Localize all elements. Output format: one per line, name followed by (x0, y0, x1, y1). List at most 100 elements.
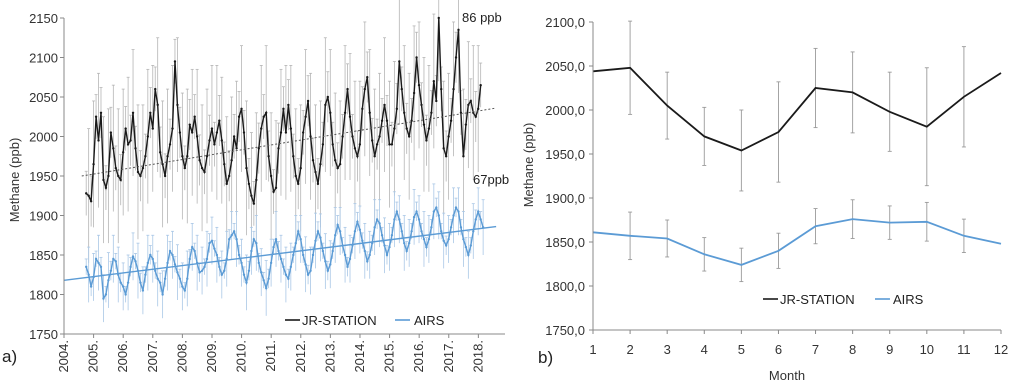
a-point-airs (171, 253, 174, 257)
a-point-jr-station (415, 56, 418, 59)
a-point-airs (383, 244, 386, 247)
a-point-airs (464, 245, 468, 249)
a-trendline-airs (63, 225, 497, 281)
b-y-tick-label: 2050,0 (545, 59, 585, 74)
a-point-jr-station (299, 166, 302, 170)
a-point-airs (385, 253, 389, 257)
a-trendlines (63, 107, 497, 281)
a-point-airs (84, 265, 88, 269)
a-point-jr-station (198, 159, 201, 162)
a-point-jr-station (435, 99, 438, 103)
a-point-jr-station (99, 111, 103, 115)
a-point-jr-station (412, 91, 416, 95)
a-point-jr-station (158, 151, 162, 154)
a-point-airs (134, 260, 137, 263)
a-point-airs (154, 269, 157, 272)
a-point-jr-station (232, 135, 236, 138)
a-x-tick-label: 2013. (322, 340, 337, 373)
a-point-airs (459, 226, 463, 229)
a-point-airs (97, 261, 100, 265)
a-point-airs (232, 230, 236, 233)
a-point-airs (240, 261, 243, 265)
a-point-airs (417, 218, 421, 221)
a-point-airs (289, 265, 293, 269)
a-point-airs (375, 218, 379, 221)
b-y-tick-label: 1850,0 (545, 235, 585, 250)
a-point-jr-station (390, 143, 394, 146)
a-point-airs (102, 297, 105, 300)
a-y-axis-label: Methane (ppb) (7, 138, 22, 223)
a-point-jr-station (250, 194, 253, 197)
b-x-tick-label: 6 (775, 342, 782, 357)
b-series-layer (592, 66, 1002, 266)
a-y-tick-label: 2000 (29, 130, 58, 145)
a-point-jr-station (469, 99, 473, 103)
a-point-airs (444, 244, 448, 247)
a-axes: 1750 1800 1850 1900 1950 2000 2050 2100 2150 2004… (29, 11, 505, 373)
a-point-jr-station (316, 182, 320, 186)
a-point-airs (415, 210, 418, 213)
b-x-tick-label: 3 (664, 342, 671, 357)
a-point-airs (114, 260, 117, 263)
a-point-jr-station (432, 80, 436, 83)
a-point-airs (107, 279, 110, 282)
a-point-jr-station (422, 123, 426, 126)
a-point-jr-station (430, 111, 433, 115)
a-point-airs (361, 239, 364, 242)
a-point-jr-station (326, 95, 330, 99)
a-point-airs (223, 269, 226, 272)
a-point-jr-station (218, 119, 221, 122)
a-point-jr-station (260, 127, 263, 130)
a-point-airs (393, 218, 396, 221)
a-panel-label: a) (2, 347, 17, 366)
a-point-jr-station (235, 147, 238, 150)
a-point-airs (262, 279, 265, 282)
a-x-tick-label: 2007. (145, 340, 160, 373)
a-point-jr-station (97, 139, 100, 142)
a-point-jr-station (366, 76, 369, 79)
a-point-jr-station (154, 87, 157, 91)
a-point-airs (467, 253, 470, 257)
b-x-tick-label: 10 (920, 342, 934, 357)
a-point-airs (156, 277, 159, 280)
a-point-airs (94, 257, 98, 261)
a-point-jr-station (161, 162, 164, 166)
a-point-airs (282, 265, 285, 269)
a-point-airs (326, 269, 330, 272)
a-point-airs (442, 239, 445, 242)
a-point-airs (420, 230, 423, 233)
a-point-jr-station (205, 155, 209, 158)
a-point-jr-station (151, 127, 154, 130)
a-point-airs (163, 277, 167, 280)
a-point-airs (432, 210, 436, 213)
a-point-jr-station (247, 182, 251, 186)
a-point-jr-station (220, 139, 223, 142)
a-point-airs (213, 247, 216, 250)
a-point-airs (410, 230, 413, 233)
a-point-airs (242, 273, 246, 276)
a-point-airs (181, 285, 184, 288)
a-point-jr-station (336, 166, 339, 170)
a-x-tick-label: 2004. (56, 340, 71, 373)
a-point-jr-station (425, 139, 428, 142)
a-point-jr-station (361, 107, 364, 111)
a-point-jr-station (417, 83, 421, 87)
a-point-airs (247, 269, 251, 272)
a-point-jr-station (287, 103, 290, 107)
a-point-airs (144, 273, 147, 276)
a-point-jr-station (195, 135, 199, 138)
a-point-airs (227, 238, 231, 241)
a-point-jr-station (444, 155, 448, 158)
a-point-airs (452, 214, 455, 217)
a-point-jr-station (398, 60, 401, 63)
a-point-airs (168, 249, 172, 253)
a-point-jr-station (427, 127, 431, 130)
a-point-airs (331, 249, 334, 253)
a-point-jr-station (230, 159, 233, 162)
a-point-airs (121, 285, 125, 288)
a-point-jr-station (213, 143, 216, 146)
a-point-airs (292, 253, 295, 257)
a-point-airs (343, 253, 347, 257)
b-x-tick-label: 9 (886, 342, 893, 357)
b-x-tick-label: 4 (701, 342, 708, 357)
